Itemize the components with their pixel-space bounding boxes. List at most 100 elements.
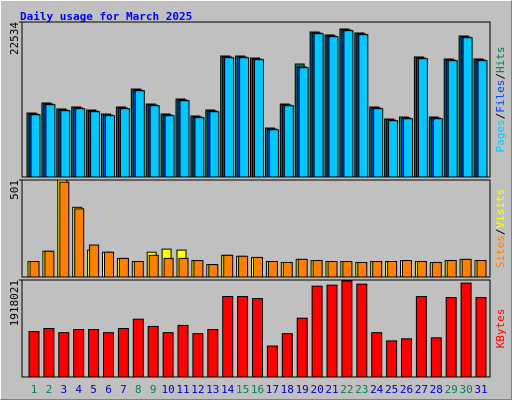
bar [296,317,308,378]
bar [417,58,428,178]
x-tick-label: 26 [400,383,413,396]
x-tick-label: 31 [474,383,487,396]
bar [416,261,427,278]
bar [477,60,488,178]
bar [445,297,457,378]
y-tick-label: 22534 [8,22,21,55]
bar [222,295,234,378]
bar [192,333,204,378]
bar [238,255,249,278]
x-tick-label: 7 [120,383,127,396]
bar [44,250,55,278]
x-tick-label: 16 [251,383,264,396]
bar [388,120,399,178]
bar [356,283,368,378]
bar [132,318,144,378]
bar [372,261,383,278]
bar [148,254,159,278]
legend-entry: Visits [494,189,507,229]
chart-title: Daily usage for March 2025 [20,10,192,23]
bar [177,324,189,378]
x-tick-label: 25 [385,383,398,396]
bar [446,260,457,278]
bar [403,118,413,178]
bar [254,59,264,178]
bar [73,329,85,378]
bar [59,181,70,278]
bar [371,332,383,378]
bar [162,332,174,378]
bar [326,284,338,378]
bar [194,117,205,178]
bar [119,108,130,178]
bar [312,260,323,278]
legend-separator: / [494,73,507,80]
x-tick-label: 12 [191,383,204,396]
y-tick-label: 1918021 [8,280,21,326]
bar [401,338,412,378]
bar [75,108,86,178]
x-tick-label: 3 [60,383,67,396]
bar [281,333,293,378]
x-tick-label: 2 [46,383,53,396]
x-tick-label: 1 [31,383,38,396]
bar [43,328,55,378]
y-tick-label: 501 [8,180,21,200]
x-tick-label: 23 [355,383,368,396]
x-tick-label: 21 [325,383,338,396]
legend-separator: / [494,113,507,120]
bar [266,345,278,378]
bar [357,261,368,278]
bar [298,67,309,178]
bar [342,261,353,278]
bar [237,295,249,378]
x-tick-label: 22 [340,383,353,396]
x-tick-label: 28 [430,383,443,396]
bar [461,258,472,278]
bar [88,329,100,378]
bar [252,298,263,378]
bar [164,115,175,178]
bar [373,108,384,178]
x-tick-label: 9 [150,383,157,396]
bar [178,257,189,278]
bar [149,105,160,178]
x-tick-label: 17 [266,383,279,396]
bar [209,111,220,178]
x-tick-label: 6 [105,383,112,396]
bar [117,328,129,378]
bar [223,254,234,278]
legend-separator: / [494,229,507,236]
bar [60,110,71,178]
x-tick-label: 5 [90,383,97,396]
legend-entry: Sites [494,235,507,268]
legend-entry: Files [494,80,507,113]
bar [283,105,294,178]
bar [239,57,250,178]
x-tick-label: 13 [206,383,219,396]
bar [476,260,487,278]
bar [387,261,398,278]
bar [89,244,100,278]
x-tick-label: 10 [161,383,174,396]
legend: Pages/Files/Hits [494,47,507,153]
x-tick-label: 18 [281,383,294,396]
x-tick-label: 20 [310,383,323,396]
bar [328,36,339,178]
bar [343,30,354,178]
legend-entry: KBytes [494,309,507,349]
bar [103,332,114,378]
bar [415,295,427,378]
bar [105,115,115,178]
bar [193,260,204,278]
bar [74,208,85,278]
x-tick-label: 8 [135,383,142,396]
bar [462,37,473,178]
bar [147,325,159,378]
x-tick-label: 29 [445,383,458,396]
legend-entry: Hits [494,47,507,74]
bar [253,256,263,278]
x-tick-label: 11 [176,383,189,396]
